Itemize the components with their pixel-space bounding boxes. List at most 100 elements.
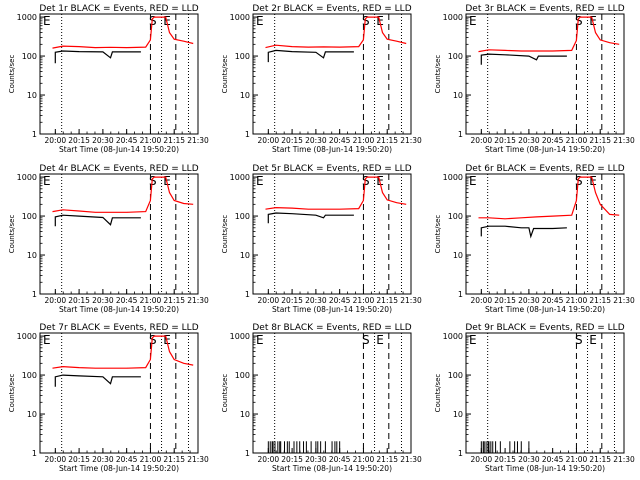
plot-frame [39, 332, 199, 454]
x-tick-label: 21:15 [163, 455, 185, 464]
y-tick-label: 100 [235, 371, 250, 380]
x-tick-label: 20:30 [305, 136, 327, 145]
x-tick-label: 20:30 [518, 455, 540, 464]
x-tick-label: 21:00 [353, 296, 375, 305]
x-tick-label: 20:00 [45, 296, 67, 305]
x-tick-label: 21:00 [353, 136, 375, 145]
x-tick-label: 21:30 [613, 136, 635, 145]
x-tick-label: 20:00 [471, 136, 493, 145]
x-tick-label: 20:15 [281, 136, 303, 145]
y-axis-label: Counts/sec [434, 215, 442, 254]
event-marker-label: E [43, 333, 51, 347]
y-tick-label: 1 [245, 449, 250, 458]
y-tick-label: 100 [448, 371, 463, 380]
x-axis-label: Start Time (08-Jun-14 19:50:20) [59, 145, 179, 154]
panel-title: Det 1r BLACK = Events, RED = LLD [39, 4, 198, 14]
x-tick-label: 20:30 [92, 296, 114, 305]
x-tick-label: 21:15 [163, 136, 185, 145]
y-tick-label: 1 [245, 130, 250, 139]
events-series-line [267, 212, 354, 224]
x-tick-label: 20:15 [68, 136, 90, 145]
x-tick-label: 20:30 [305, 296, 327, 305]
x-tick-label: 20:30 [518, 296, 540, 305]
plot-frame [252, 173, 412, 295]
y-tick-label: 10 [240, 91, 250, 100]
x-tick-label: 21:15 [376, 296, 398, 305]
events-series-line [480, 53, 567, 65]
y-tick-label: 1000 [17, 13, 37, 22]
x-tick-label: 21:30 [613, 455, 635, 464]
x-tick-label: 21:00 [566, 296, 588, 305]
x-axis-label: Start Time (08-Jun-14 19:50:20) [59, 464, 179, 473]
lld-series-line [52, 176, 194, 213]
y-axis-label: Counts/sec [434, 374, 442, 413]
y-tick-label: 1000 [443, 332, 463, 341]
event-marker-label: S [149, 333, 157, 347]
plot-frame [465, 173, 625, 295]
x-tick-label: 20:45 [116, 455, 138, 464]
x-tick-label: 20:00 [471, 455, 493, 464]
x-tick-label: 20:00 [45, 136, 67, 145]
x-tick-label: 20:45 [542, 455, 564, 464]
event-marker-label: S [362, 14, 370, 28]
lld-series-line [478, 176, 620, 220]
y-tick-label: 1000 [230, 332, 250, 341]
x-tick-label: 20:15 [68, 296, 90, 305]
y-tick-label: 100 [448, 52, 463, 61]
x-tick-label: 20:15 [494, 296, 516, 305]
panel-title: Det 8r BLACK = Events, RED = LLD [252, 323, 411, 333]
panel-title: Det 3r BLACK = Events, RED = LLD [465, 4, 624, 14]
y-tick-label: 10 [453, 251, 463, 260]
x-tick-label: 20:00 [471, 296, 493, 305]
x-tick-label: 20:30 [92, 455, 114, 464]
x-tick-label: 20:30 [92, 136, 114, 145]
x-tick-label: 21:30 [187, 296, 209, 305]
event-marker-label: S [149, 14, 157, 28]
plot-frame [39, 173, 199, 295]
panel-title: Det 2r BLACK = Events, RED = LLD [252, 4, 411, 14]
panel-title: Det 4r BLACK = Events, RED = LLD [39, 164, 198, 174]
x-tick-label: 21:30 [400, 455, 422, 464]
plot-frame [252, 13, 412, 135]
x-axis-label: Start Time (08-Jun-14 19:50:20) [59, 305, 179, 314]
y-tick-label: 1 [32, 449, 37, 458]
event-marker-label: S [575, 333, 583, 347]
y-axis-label: Counts/sec [8, 215, 16, 254]
x-tick-label: 20:15 [281, 296, 303, 305]
event-marker-label: E [43, 14, 51, 28]
y-tick-label: 100 [22, 212, 37, 221]
y-tick-label: 10 [453, 410, 463, 419]
x-tick-label: 20:15 [281, 455, 303, 464]
x-tick-label: 21:00 [566, 136, 588, 145]
panel-title: Det 6r BLACK = Events, RED = LLD [465, 164, 624, 174]
x-tick-label: 20:00 [258, 296, 280, 305]
x-axis-label: Start Time (08-Jun-14 19:50:20) [272, 145, 392, 154]
lld-series-line [52, 16, 194, 49]
x-tick-label: 21:15 [589, 296, 611, 305]
event-marker-label: S [149, 174, 157, 188]
x-tick-label: 20:45 [116, 136, 138, 145]
y-axis-label: Counts/sec [221, 374, 229, 413]
y-tick-label: 100 [448, 212, 463, 221]
x-tick-label: 20:15 [494, 455, 516, 464]
x-tick-label: 20:45 [329, 136, 351, 145]
event-marker-label: E [256, 14, 264, 28]
event-marker-label: S [362, 333, 370, 347]
events-series-line [54, 50, 141, 64]
panel-title: Det 7r BLACK = Events, RED = LLD [39, 323, 198, 333]
x-tick-label: 21:30 [613, 296, 635, 305]
y-tick-label: 100 [22, 371, 37, 380]
y-tick-label: 10 [240, 410, 250, 419]
y-tick-label: 100 [235, 212, 250, 221]
y-tick-label: 1 [458, 449, 463, 458]
event-marker-label: E [43, 174, 51, 188]
plot-frame [465, 332, 625, 454]
x-tick-label: 20:30 [305, 455, 327, 464]
plot-frame [465, 13, 625, 135]
lld-series-line [265, 16, 407, 49]
x-tick-label: 21:15 [376, 136, 398, 145]
y-tick-label: 10 [27, 251, 37, 260]
x-tick-label: 21:00 [140, 455, 162, 464]
y-tick-label: 100 [235, 52, 250, 61]
